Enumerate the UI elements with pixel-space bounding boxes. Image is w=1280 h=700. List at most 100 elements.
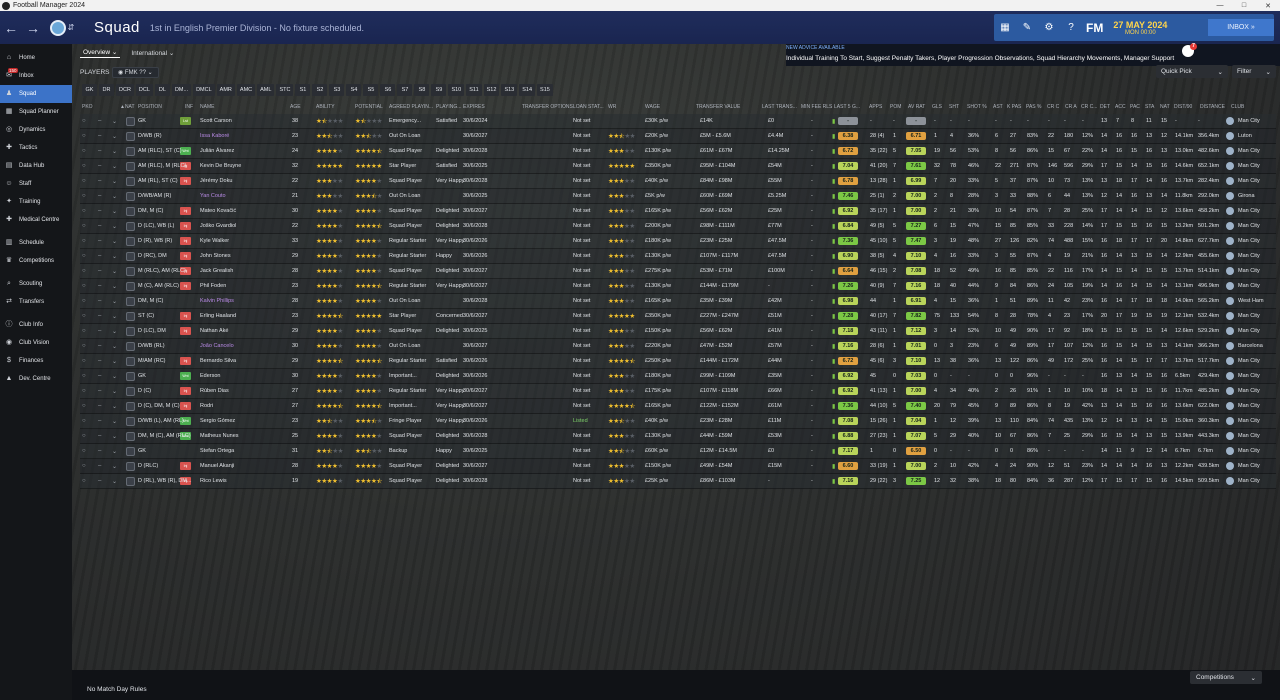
row-expand-chevron-icon[interactable]: ⌄ <box>112 119 118 125</box>
row-expand-chevron-icon[interactable]: ⌄ <box>112 404 118 410</box>
help-icon[interactable]: ? <box>1068 21 1074 33</box>
row-expand-chevron-icon[interactable]: ⌄ <box>112 209 118 215</box>
col-nat-attr[interactable]: NAT <box>1160 104 1170 110</box>
player-name[interactable]: Bernardo Silva <box>200 358 237 364</box>
table-row[interactable]: ○ – ⌄ ★★★★★ ★★★★★ ★★★★★ DM, M (C) Kalvin Philli… <box>80 294 1276 309</box>
col-name[interactable]: NAME <box>200 104 215 110</box>
player-club[interactable]: West Ham <box>1238 298 1264 304</box>
player-club[interactable]: Man City <box>1238 313 1260 319</box>
col-det[interactable]: DET <box>1100 104 1110 110</box>
player-club[interactable]: Man City <box>1238 448 1260 454</box>
col-sht[interactable]: SHT <box>949 104 959 110</box>
table-row[interactable]: ○ – ⌄ Inj ★★★★★ ★★★★⯪ ★★★★★ D (LC), WB (L) Joško… <box>80 219 1276 234</box>
col-potential[interactable]: POTENTIAL <box>355 104 383 110</box>
col-loan-status[interactable]: LOAN STAT... <box>573 104 604 110</box>
pko-checkbox-icon[interactable]: ○ <box>82 313 86 319</box>
player-club[interactable]: Man City <box>1238 163 1260 169</box>
player-name[interactable]: Rodri <box>200 403 214 409</box>
position-filter-s5[interactable]: S5 <box>363 84 379 96</box>
player-name[interactable]: Nathan Aké <box>200 328 229 334</box>
col-ast[interactable]: AST <box>993 104 1003 110</box>
settings-icon[interactable]: ⚙ <box>1044 21 1054 33</box>
player-club[interactable]: Girona <box>1238 193 1255 199</box>
table-row[interactable]: ○ – ⌄ ★★⯪★★ ★★⯪★★ ★★⯪★★ GK Stefan Ortega 31 Backu… <box>80 444 1276 459</box>
player-name[interactable]: Stefan Ortega <box>200 448 235 454</box>
col-transfer-options[interactable]: TRANSFER OPTIONS <box>522 104 573 110</box>
player-name[interactable]: Manuel Akanji <box>200 463 235 469</box>
player-club[interactable]: Man City <box>1238 433 1260 439</box>
pko-checkbox-icon[interactable]: ○ <box>82 418 86 424</box>
table-row[interactable]: ○ – ⌄ Inj ★★★★★ ★★★★⯪ ★★★★★ M (C), AM (RLC) Phil… <box>80 279 1276 294</box>
fm-brand[interactable]: FM <box>1086 20 1104 35</box>
col-playing[interactable]: PLAYING... <box>436 104 462 110</box>
sidebar-item-club-vision[interactable]: ◉ Club Vision <box>0 334 72 352</box>
sidebar-item-competitions[interactable]: ♛ Competitions <box>0 252 72 270</box>
player-name[interactable]: Matheus Nunes <box>200 433 239 439</box>
table-row[interactable]: ○ – ⌄ Inj ★★★★★ ★★★★★ ★★★★★ DM, M (C) Mateo Kova… <box>80 204 1276 219</box>
table-row[interactable]: ○ – ⌄ Inj ★★★★★ ★★★★★ ★★★★★ D (RC), DM John Ston… <box>80 249 1276 264</box>
row-expand-chevron-icon[interactable]: ⌄ <box>112 224 118 230</box>
position-filter-stc[interactable]: STC <box>276 84 294 96</box>
pko-checkbox-icon[interactable]: ○ <box>82 223 86 229</box>
sidebar-item-finances[interactable]: $ Finances <box>0 352 72 370</box>
player-club[interactable]: Man City <box>1238 403 1260 409</box>
row-expand-chevron-icon[interactable]: ⌄ <box>112 239 118 245</box>
player-club[interactable]: Luton <box>1238 133 1252 139</box>
table-row[interactable]: ○ – ⌄ Inj ★★★★⯪ ★★★★⯪ ★★★★⯪ D (C), DM, M (C) Rod… <box>80 399 1276 414</box>
pko-checkbox-icon[interactable]: ○ <box>82 238 86 244</box>
position-filter-dcr[interactable]: DCR <box>116 84 134 96</box>
position-filter-dcl[interactable]: DCL <box>135 84 153 96</box>
row-expand-chevron-icon[interactable]: ⌄ <box>112 134 118 140</box>
player-name[interactable]: Ederson <box>200 373 221 379</box>
player-name[interactable]: Kalvin Phillips <box>200 298 234 304</box>
table-row[interactable]: ○ – ⌄ ★★★★★ ★★★★★ ★★★★★ D/WB (RL) João Cancelo 3… <box>80 339 1276 354</box>
pko-checkbox-icon[interactable]: ○ <box>82 118 86 124</box>
pko-checkbox-icon[interactable]: ○ <box>82 253 86 259</box>
player-name[interactable]: Joško Gvardiol <box>200 223 237 229</box>
position-filter-s9[interactable]: S9 <box>431 84 447 96</box>
position-filter-s12[interactable]: S12 <box>483 84 500 96</box>
col-shot-pct[interactable]: SHOT % <box>967 104 987 110</box>
pko-checkbox-icon[interactable]: ○ <box>82 373 86 379</box>
player-name[interactable]: Mateo Kovačić <box>200 208 237 214</box>
table-row[interactable]: ○ – ⌄ Inj ★★★★★ ★★★★⯪ ★★★★★ D (RL), WB (R), DM.… <box>80 474 1276 489</box>
pko-checkbox-icon[interactable]: ○ <box>82 388 86 394</box>
pko-checkbox-icon[interactable]: ○ <box>82 163 86 169</box>
sidebar-item-data-hub[interactable]: ▤ Data Hub <box>0 157 72 175</box>
table-row[interactable]: ○ – ⌄ Wnt ★★★★★ ★★★★★ ★★★★★ DM, M (C), AM (RLC)… <box>80 429 1276 444</box>
table-row[interactable]: ○ – ⌄ Inj ★★★★★ ★★★★★ ★★★★★ D (C) Rúben Dias 27 Re… <box>80 384 1276 399</box>
player-club[interactable]: Man City <box>1238 268 1260 274</box>
close-button[interactable]: ✕ <box>1265 2 1271 10</box>
table-row[interactable]: ○ – ⌄ Inj ★★★★★ ★★★★★ ★★★★★ AM (RLC), M (RLC) Ke… <box>80 159 1276 174</box>
position-filter-s11[interactable]: S11 <box>466 84 482 96</box>
advice-avatar-icon[interactable]: 7 <box>1182 43 1197 57</box>
col-cr-c[interactable]: CR C <box>1047 104 1060 110</box>
col-cr-a[interactable]: CR A <box>1065 104 1077 110</box>
col-k-pas[interactable]: K PAS <box>1007 104 1022 110</box>
competitions-button[interactable]: Competitions ⌄ <box>1190 671 1262 684</box>
club-switch-icon[interactable]: ⇵ <box>67 23 75 32</box>
pko-checkbox-icon[interactable]: ○ <box>82 463 86 469</box>
row-expand-chevron-icon[interactable]: ⌄ <box>112 194 118 200</box>
sidebar-item-transfers[interactable]: ⇄ Transfers <box>0 293 72 311</box>
sidebar-item-scouting[interactable]: ⌕ Scouting <box>0 275 72 293</box>
col-last-trans[interactable]: LAST TRANS... <box>762 104 797 110</box>
sidebar-item-club-info[interactable]: ⓘ Club Info <box>0 316 72 334</box>
col-apps[interactable]: APPS <box>869 104 883 110</box>
sidebar-item-dev-centre[interactable]: ▲ Dev. Centre <box>0 370 72 388</box>
pko-checkbox-icon[interactable]: ○ <box>82 133 86 139</box>
col-nat[interactable]: ▲NAT <box>120 104 135 110</box>
player-club[interactable]: Man City <box>1238 328 1260 334</box>
player-name[interactable]: Rúben Dias <box>200 388 229 394</box>
row-expand-chevron-icon[interactable]: ⌄ <box>112 344 118 350</box>
player-club[interactable]: Man City <box>1238 118 1260 124</box>
position-filter-gk[interactable]: GK <box>82 84 97 96</box>
dashboard-icon[interactable]: ▦ <box>1000 21 1010 33</box>
row-expand-chevron-icon[interactable]: ⌄ <box>112 299 118 305</box>
position-filter-dm[interactable]: DM... <box>171 84 192 96</box>
player-club[interactable]: Man City <box>1238 148 1260 154</box>
col-position[interactable]: POSITION <box>138 104 162 110</box>
player-club[interactable]: Man City <box>1238 478 1260 484</box>
club-crest-icon[interactable] <box>50 19 66 36</box>
table-row[interactable]: ○ – ⌄ Inj ★★★★⯪ ★★★★★ ★★★★★ ST (C) Erling Haalan… <box>80 309 1276 324</box>
